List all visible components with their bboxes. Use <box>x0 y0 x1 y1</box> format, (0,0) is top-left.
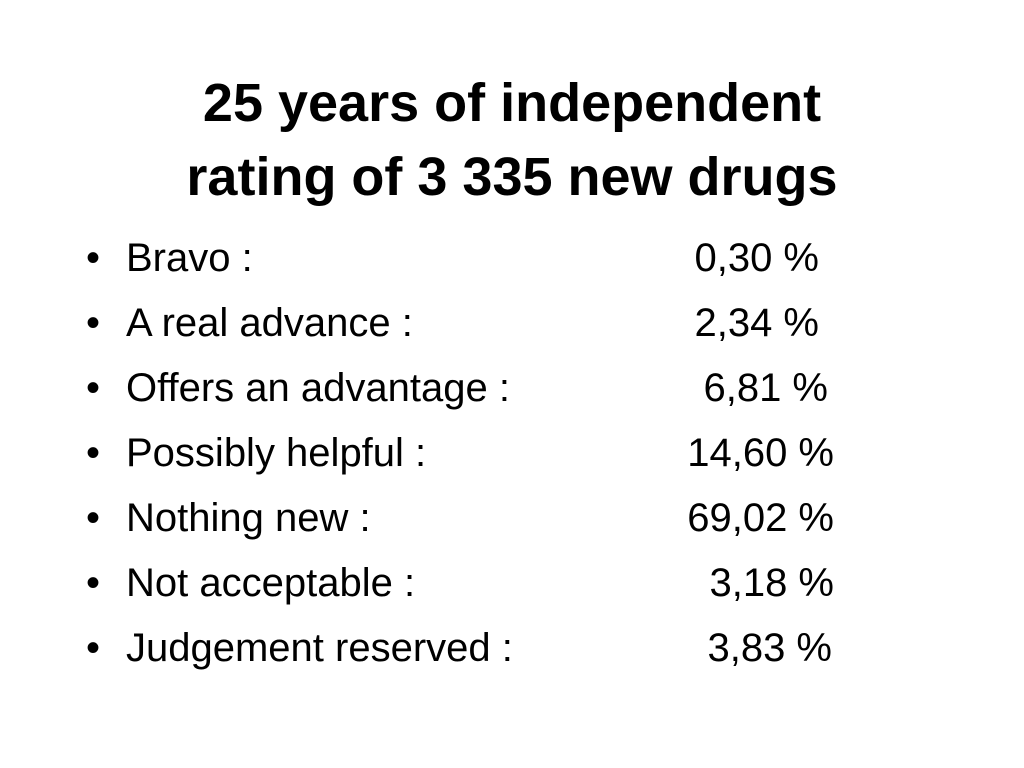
item-label: Bravo : <box>126 236 253 280</box>
bullet-icon: • <box>86 561 101 605</box>
list-item: • Nothing new : 69,02 % <box>0 490 1024 555</box>
bullet-icon: • <box>86 236 101 280</box>
list-item: • Possibly helpful : 14,60 % <box>0 425 1024 490</box>
item-label: Not acceptable : <box>126 561 416 605</box>
bullet-icon: • <box>86 366 101 410</box>
title-line-1: 25 years of independent <box>202 73 822 133</box>
item-value: 3,18 % <box>709 561 834 605</box>
item-value: 3,83 % <box>707 626 832 670</box>
item-label: Offers an advantage : <box>126 366 510 410</box>
list-item: • Offers an advantage : 6,81 % <box>0 360 1024 425</box>
item-value: 14,60 % <box>687 431 834 475</box>
list-item: • A real advance : 2,34 % <box>0 295 1024 360</box>
title-line-2: rating of 3 335 new drugs <box>186 147 838 207</box>
list-item: • Bravo : 0,30 % <box>0 230 1024 295</box>
item-value: 69,02 % <box>687 496 834 540</box>
item-value: 0,30 % <box>694 236 819 280</box>
list-item: • Judgement reserved : 3,83 % <box>0 620 1024 685</box>
item-value: 2,34 % <box>694 301 819 345</box>
item-label: A real advance : <box>126 301 413 345</box>
rating-list: • Bravo : 0,30 % • A real advance : 2,34… <box>0 230 1024 685</box>
bullet-icon: • <box>86 431 101 475</box>
bullet-icon: • <box>86 496 101 540</box>
item-value: 6,81 % <box>703 366 828 410</box>
item-label: Judgement reserved : <box>126 626 513 670</box>
list-item: • Not acceptable : 3,18 % <box>0 555 1024 620</box>
item-label: Possibly helpful : <box>126 431 427 475</box>
slide-title: 25 years of independent rating of 3 335 … <box>0 66 1024 214</box>
bullet-icon: • <box>86 626 101 670</box>
bullet-icon: • <box>86 301 101 345</box>
item-label: Nothing new : <box>126 496 371 540</box>
